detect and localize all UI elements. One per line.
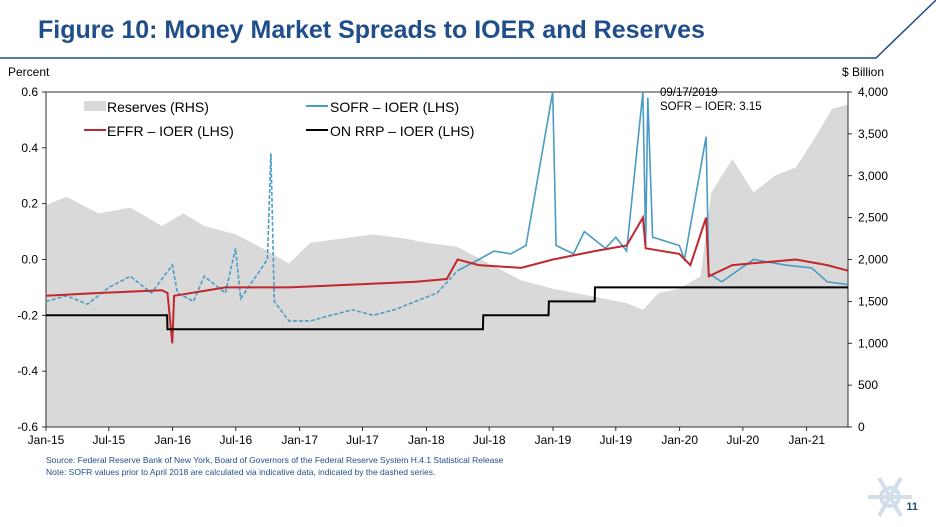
- annotation-value: SOFR – IOER: 3.15: [660, 101, 762, 113]
- x-tick-label: Jan-20: [661, 433, 698, 447]
- right-tick-label: 2,000: [858, 253, 888, 267]
- x-tick-label: Jul-17: [346, 433, 379, 447]
- x-tick-label: Jul-20: [727, 433, 760, 447]
- right-tick-label: 4,000: [858, 85, 888, 99]
- left-tick-label: -0.6: [17, 420, 38, 434]
- x-tick-label: Jul-19: [599, 433, 632, 447]
- left-tick-label: 0.2: [21, 197, 38, 211]
- right-tick-label: 3,000: [858, 169, 888, 183]
- legend-label-reserves: Reserves (RHS): [107, 99, 209, 115]
- right-axis-label: $ Billion: [842, 65, 884, 79]
- x-tick-label: Jul-16: [219, 433, 252, 447]
- x-tick-label: Jan-16: [154, 433, 191, 447]
- source-note: Source: Federal Reserve Bank of New York…: [46, 455, 504, 465]
- left-axis-label: Percent: [8, 65, 50, 79]
- left-tick-label: 0.6: [21, 85, 38, 99]
- legend-label-effr: EFFR – IOER (LHS): [107, 123, 234, 139]
- legend-swatch-reserves: [84, 101, 106, 111]
- left-tick-label: -0.2: [17, 308, 38, 322]
- page-title: Figure 10: Money Market Spreads to IOER …: [38, 16, 705, 44]
- methodology-note: Note: SOFR values prior to April 2018 ar…: [46, 467, 436, 477]
- x-tick-label: Jul-15: [92, 433, 125, 447]
- right-tick-label: 0: [858, 420, 865, 434]
- right-tick-label: 2,500: [858, 211, 888, 225]
- corner-logo-icon: [868, 476, 912, 518]
- right-tick-label: 1,000: [858, 336, 888, 350]
- left-tick-label: 0.4: [21, 141, 38, 155]
- annotation-date: 09/17/2019: [660, 87, 718, 99]
- page-number: 11: [906, 501, 918, 513]
- left-tick-label: -0.4: [17, 364, 38, 378]
- x-tick-label: Jul-18: [473, 433, 506, 447]
- series-effr-line: [45, 214, 849, 344]
- series-onrrp-line: [46, 286, 848, 331]
- series-sofr-dashed: [45, 153, 459, 322]
- right-tick-label: 1,500: [858, 294, 888, 308]
- left-tick-label: 0.0: [21, 253, 38, 267]
- x-tick-label: Jan-18: [408, 433, 445, 447]
- x-tick-label: Jan-17: [281, 433, 318, 447]
- annotation: 09/17/2019 SOFR – IOER: 3.15: [660, 87, 762, 113]
- legend-label-sofr: SOFR – IOER (LHS): [330, 99, 459, 115]
- legend: Reserves (RHS) SOFR – IOER (LHS) EFFR – …: [84, 99, 474, 139]
- legend-label-onrrp: ON RRP – IOER (LHS): [330, 123, 474, 139]
- series-reserves-area: [46, 104, 848, 427]
- header-rule: [0, 0, 936, 59]
- x-tick-label: Jan-19: [535, 433, 572, 447]
- right-tick-label: 3,500: [858, 127, 888, 141]
- x-tick-label: Jan-15: [28, 433, 65, 447]
- x-tick-label: Jan-21: [788, 433, 825, 447]
- right-tick-label: 500: [858, 378, 878, 392]
